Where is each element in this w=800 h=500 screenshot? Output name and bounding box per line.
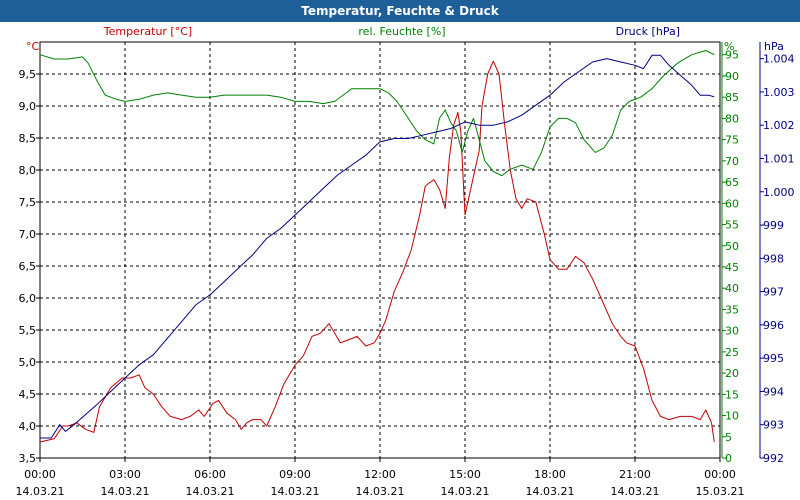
temperature-tick-label: 6,5 (19, 260, 37, 273)
temperature-unit-label: °C (26, 40, 40, 53)
humidity-tick-label: 45 (725, 261, 739, 274)
humidity-tick-label: 5 (725, 431, 732, 444)
humidity-unit-label: % (724, 40, 734, 53)
grid (39, 42, 721, 459)
axes: 3,5 4,0 4,5 5,0 5,5 6,0 6,5 7,0 7,5 8,0 8,5 9,0 9,5 °… (16, 25, 795, 498)
temperature-tick-label: 9,5 (19, 68, 37, 81)
x-tick-date-label: 14.03.21 (186, 485, 235, 498)
series-line-pressure (40, 54, 715, 439)
temperature-tick-label: 9,0 (19, 100, 37, 113)
pressure-tick-label: 994 (763, 385, 784, 398)
temperature-tick-label: 4,5 (19, 388, 37, 401)
series-line-humidity (39, 50, 715, 177)
temperature-tick-label: 5,0 (19, 356, 37, 369)
chart: 3,5 4,0 4,5 5,0 5,5 6,0 6,5 7,0 7,5 8,0 8,5 9,0 9,5 °… (16, 25, 795, 498)
pressure-tick-label: 997 (763, 286, 784, 299)
humidity-tick-label: 60 (725, 197, 739, 210)
x-tick-time-label: 00:00 (24, 468, 56, 481)
temperature-tick-label: 8,5 (19, 132, 37, 145)
x-tick-date-label: 14.03.21 (441, 485, 490, 498)
x-tick-time-label: 03:00 (109, 468, 141, 481)
pressure-tick-label: 1.003 (763, 86, 795, 99)
humidity-tick-label: 50 (725, 240, 739, 253)
temperature-tick-label: 7,0 (19, 228, 37, 241)
humidity-tick-label: 30 (725, 325, 739, 338)
humidity-tick-label: 15 (725, 388, 739, 401)
humidity-tick-label: 20 (725, 367, 739, 380)
series-legend-label: Temperatur [°C] (103, 25, 192, 38)
x-tick-date-label: 14.03.21 (356, 485, 405, 498)
x-tick-date-label: 14.03.21 (271, 485, 320, 498)
pressure-tick-label: 1.000 (763, 186, 795, 199)
humidity-tick-label: 55 (725, 219, 739, 232)
temperature-tick-label: 8,0 (19, 164, 37, 177)
x-tick-date-label: 15.03.21 (696, 485, 745, 498)
temperature-tick-label: 6,0 (19, 292, 37, 305)
series-legend-label: Druck [hPa] (616, 25, 680, 38)
temperature-tick-label: 4,0 (19, 420, 37, 433)
series-legend-label: rel. Feuchte [%] (358, 25, 445, 38)
humidity-tick-label: 75 (725, 134, 739, 147)
humidity-tick-label: 90 (725, 70, 739, 83)
x-tick-date-label: 14.03.21 (611, 485, 660, 498)
plot-area (39, 41, 721, 459)
pressure-tick-label: 998 (763, 252, 784, 265)
x-tick-time-label: 06:00 (194, 468, 226, 481)
x-tick-time-label: 21:00 (619, 468, 651, 481)
x-tick-time-label: 09:00 (279, 468, 311, 481)
x-tick-time-label: 00:00 (704, 468, 736, 481)
humidity-tick-label: 95 (725, 49, 739, 62)
humidity-tick-label: 70 (725, 155, 739, 168)
x-tick-time-label: 12:00 (364, 468, 396, 481)
x-tick-date-label: 14.03.21 (526, 485, 575, 498)
series-lines (39, 50, 715, 443)
pressure-tick-label: 1.001 (763, 152, 795, 165)
x-tick-time-label: 15:00 (449, 468, 481, 481)
humidity-tick-label: 0 (725, 452, 732, 465)
temperature-tick-label: 7,5 (19, 196, 37, 209)
pressure-tick-label: 1.004 (763, 53, 795, 66)
x-tick-date-label: 14.03.21 (16, 485, 65, 498)
humidity-tick-label: 10 (725, 410, 739, 423)
window-title: Temperatur, Feuchte & Druck (0, 0, 800, 22)
pressure-tick-label: 995 (763, 352, 784, 365)
pressure-tick-label: 1.002 (763, 119, 795, 132)
series-line-temperature (39, 60, 715, 443)
humidity-tick-label: 35 (725, 303, 739, 316)
temperature-tick-label: 3,5 (19, 452, 37, 465)
pressure-unit-label: hPa (764, 40, 784, 53)
humidity-tick-label: 25 (725, 346, 739, 359)
pressure-tick-label: 993 (763, 419, 784, 432)
humidity-tick-label: 65 (725, 176, 739, 189)
x-tick-date-label: 14.03.21 (101, 485, 150, 498)
humidity-tick-label: 80 (725, 112, 739, 125)
pressure-tick-label: 999 (763, 219, 784, 232)
x-tick-time-label: 18:00 (534, 468, 566, 481)
temperature-tick-label: 5,5 (19, 324, 37, 337)
pressure-tick-label: 996 (763, 319, 784, 332)
humidity-tick-label: 85 (725, 91, 739, 104)
pressure-tick-label: 992 (763, 452, 784, 465)
humidity-tick-label: 40 (725, 282, 739, 295)
